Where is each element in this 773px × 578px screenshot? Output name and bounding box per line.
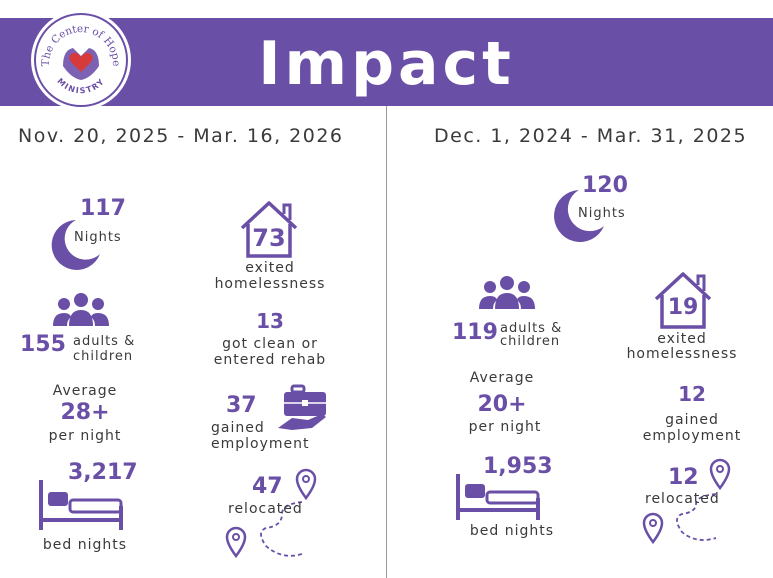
left-date-range: Nov. 20, 2025 - Mar. 16, 2026 (18, 125, 344, 147)
right-average-label-bottom: per night (468, 419, 542, 435)
right-relocated-value: 12 (668, 465, 699, 490)
right-average-label-top: Average (469, 370, 535, 386)
left-rehab-label-2: entered rehab (213, 352, 327, 368)
right-employment-label-2: employment (642, 428, 742, 444)
route-icon (225, 468, 317, 559)
right-exited-value: 19 (667, 295, 699, 320)
bed-icon (39, 480, 123, 530)
right-bed-nights-label: bed nights (469, 523, 555, 539)
left-employment-label-1: gained (211, 420, 265, 436)
left-rehab-label-1: got clean or (222, 336, 318, 352)
right-people-label-1: adults & (500, 321, 563, 336)
left-nights-label: Nights (74, 230, 122, 245)
left-nights-value: 117 (80, 196, 126, 221)
left-employment-value: 37 (226, 393, 257, 418)
moon-icon (554, 190, 604, 242)
left-average-label-top: Average (52, 383, 118, 399)
right-nights-label: Nights (578, 206, 626, 221)
left-people-label-2: children (73, 349, 134, 364)
route-icon (642, 458, 731, 545)
left-bed-nights-label: bed nights (42, 537, 128, 553)
bed-icon (456, 474, 540, 520)
right-people-value: 119 (452, 320, 498, 345)
right-exited-label-1: exited (657, 331, 707, 347)
group-icon (479, 276, 535, 309)
column-divider (386, 106, 387, 578)
house-icon (654, 272, 712, 329)
left-exited-label-2: homelessness (214, 276, 326, 292)
ministry-logo: The Center of Hope MINISTRY (29, 8, 133, 112)
group-icon (53, 293, 109, 326)
left-bed-nights-value: 3,217 (68, 460, 138, 485)
page-title: Impact (258, 29, 515, 99)
left-exited-value: 73 (252, 224, 286, 252)
right-average-value: 20+ (477, 392, 527, 417)
left-relocated-value: 47 (252, 474, 283, 499)
left-average-label-bottom: per night (48, 428, 122, 444)
right-nights-value: 120 (582, 173, 628, 198)
right-relocated-label: relocated (645, 491, 720, 507)
right-employment-label-1: gained (665, 412, 719, 428)
briefcase-hand-icon (278, 384, 326, 430)
right-bed-nights-value: 1,953 (483, 454, 553, 479)
moon-icon (51, 220, 100, 270)
left-exited-label-1: exited (245, 260, 295, 276)
right-people-label-2: children (500, 334, 561, 349)
left-employment-label-2: employment (211, 436, 310, 452)
left-average-value: 28+ (60, 400, 110, 425)
house-icon (240, 201, 298, 258)
left-people-value: 155 (20, 332, 66, 357)
left-people-label-1: adults & (73, 334, 136, 349)
left-rehab-value: 13 (256, 309, 284, 333)
left-relocated-label: relocated (228, 501, 303, 517)
right-exited-label-2: homelessness (626, 346, 738, 362)
right-employment-value: 12 (678, 382, 706, 406)
right-date-range: Dec. 1, 2024 - Mar. 31, 2025 (434, 125, 748, 147)
